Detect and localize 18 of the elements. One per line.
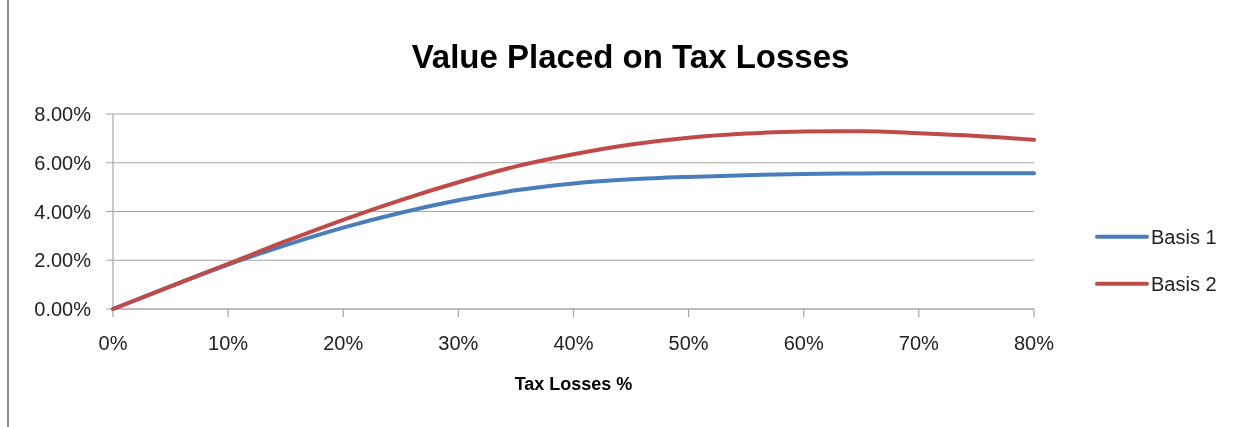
- x-tick-label: 70%: [898, 332, 940, 354]
- y-tick-label: 2.00%: [34, 249, 92, 272]
- x-tick-label: 20%: [323, 332, 364, 354]
- x-tick-label: 40%: [553, 332, 594, 354]
- chart-title: Value Placed on Tax Losses: [411, 38, 850, 75]
- x-axis-title: Tax Losses %: [514, 374, 633, 395]
- x-tick-label: 60%: [783, 332, 824, 354]
- x-tick-label: 10%: [208, 332, 249, 354]
- y-tick-label: 0.00%: [34, 298, 92, 320]
- legend-label: Basis 1: [1151, 225, 1217, 248]
- y-tick-label: 6.00%: [34, 151, 92, 174]
- x-tick-label: 50%: [668, 332, 709, 354]
- y-tick-label: 4.00%: [34, 200, 92, 223]
- x-tick-label: 0%: [98, 332, 128, 354]
- x-tick-label: 30%: [438, 332, 479, 354]
- x-tick-label: 80%: [1013, 332, 1055, 354]
- y-tick-label: 8.00%: [34, 103, 92, 125]
- legend-label: Basis 2: [1151, 272, 1217, 295]
